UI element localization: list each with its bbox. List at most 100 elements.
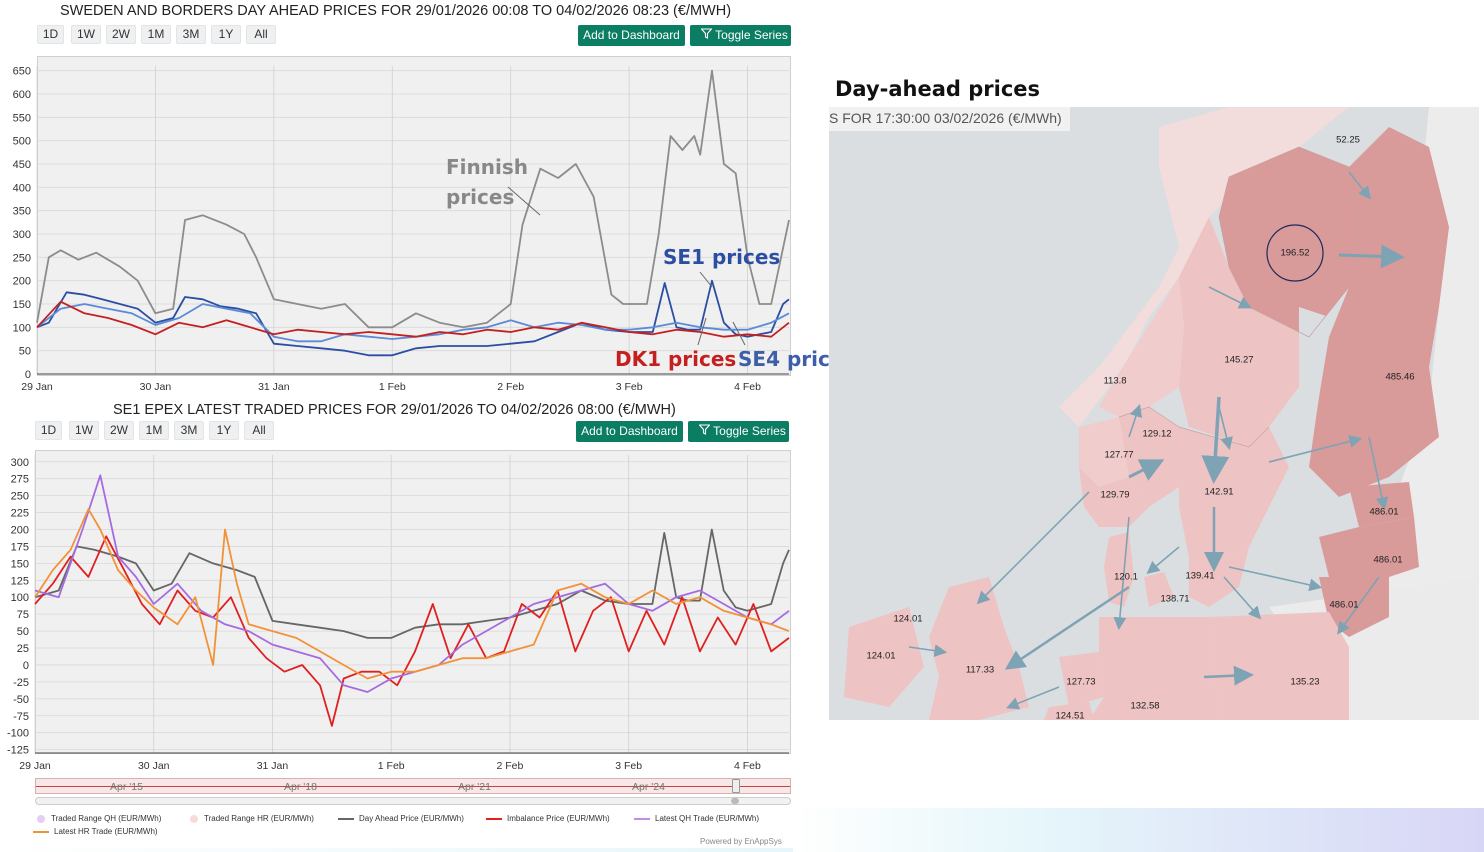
bottom-chart-title: SE1 EPEX LATEST TRADED PRICES FOR 29/01/… xyxy=(113,402,676,418)
zone-price-label: 486.01 xyxy=(1373,554,1403,566)
legend-item-traded-range-hr[interactable]: Traded Range HR (EUR/MWh) xyxy=(190,814,314,823)
navigator-window[interactable] xyxy=(35,778,791,794)
zone-price-label: 117.33 xyxy=(965,664,995,676)
flow-arrow xyxy=(1006,686,1060,710)
zone-se3 xyxy=(1179,427,1289,567)
legend-label: Traded Range QH (EUR/MWh) xyxy=(51,814,162,823)
bottom-range-1d-button[interactable]: 1D xyxy=(35,421,62,440)
flow-arrow xyxy=(1228,566,1323,592)
zone-no2 xyxy=(1079,467,1149,527)
background-gradient xyxy=(793,808,1484,852)
zone-price-label: 135.23 xyxy=(1290,676,1320,688)
flow-arrow xyxy=(1268,435,1363,463)
legend-item-traded-range-qh[interactable]: Traded Range QH (EUR/MWh) xyxy=(37,814,161,823)
navigator-scrollbar[interactable] xyxy=(35,797,791,805)
top-y-tick-label: 650 xyxy=(13,66,31,78)
top-y-tick-label: 150 xyxy=(13,299,31,311)
zone-lv xyxy=(1319,517,1419,577)
navigator-series-line xyxy=(36,786,790,787)
top-add-to-dashboard-button[interactable]: Add to Dashboard xyxy=(578,25,685,46)
finnish-annotation: Finnish prices xyxy=(446,152,528,212)
zone-dk2 xyxy=(1144,572,1174,607)
bottom-range-1y-button[interactable]: 1Y xyxy=(209,421,239,440)
zone-price-label: 145.27 xyxy=(1224,354,1254,366)
zone-price-label: 124.01 xyxy=(893,613,923,625)
zone-no1 xyxy=(1119,407,1179,507)
flow-arrow xyxy=(1337,576,1380,635)
zone-no3 xyxy=(1099,277,1184,417)
bottom-range-1m-button[interactable]: 1M xyxy=(139,421,169,440)
bottom-add-to-dashboard-button[interactable]: Add to Dashboard xyxy=(576,421,683,442)
legend-item-imbalance[interactable]: Imbalance Price (EUR/MWh) xyxy=(486,814,610,823)
top-y-tick-label: 500 xyxy=(13,136,31,148)
top-y-tick-label: 250 xyxy=(13,252,31,264)
top-chart-svg: 0 50 100 150 200 250 300 350 400 450 500 550 600 650 2… xyxy=(13,66,790,393)
bottom-y-tick-label: 75 xyxy=(17,609,29,621)
zone-price-label: 127.77 xyxy=(1104,449,1134,461)
top-range-3m-button[interactable]: 3M xyxy=(176,25,206,44)
navigator-handle[interactable] xyxy=(732,779,740,793)
zone-gb xyxy=(929,577,1029,720)
bottom-y-tick-label: -75 xyxy=(13,711,29,723)
top-toggle-series-button[interactable]: Toggle Series xyxy=(690,25,791,46)
top-x-tick-label: 3 Feb xyxy=(616,381,643,393)
top-y-tick-label: 0 xyxy=(25,369,31,381)
bottom-y-tick-label: -25 xyxy=(13,677,29,689)
bottom-series-latest-hr-trade-eur-mwh xyxy=(34,508,790,680)
zone-price-label: 139.41 xyxy=(1185,570,1215,582)
bottom-plot-area[interactable] xyxy=(35,450,791,754)
top-range-1m-button[interactable]: 1M xyxy=(141,25,171,44)
legend-line-icon xyxy=(634,817,650,820)
powered-by: Powered by EnAppSys xyxy=(700,837,782,846)
top-range-all-button[interactable]: All xyxy=(246,25,276,44)
navigator-label: Apr '15 xyxy=(110,781,143,793)
top-range-1y-button[interactable]: 1Y xyxy=(211,25,241,44)
top-chart-title: SWEDEN AND BORDERS DAY AHEAD PRICES FOR … xyxy=(60,3,732,19)
bottom-y-tick-label: 200 xyxy=(11,525,29,537)
zone-price-label: 142.91 xyxy=(1204,486,1234,498)
bottom-y-tick-label: 100 xyxy=(11,592,29,604)
top-range-1w-button[interactable]: 1W xyxy=(71,25,101,44)
bottom-y-tick-label: 250 xyxy=(11,491,29,503)
legend-label: Latest QH Trade (EUR/MWh) xyxy=(655,814,760,823)
filter-icon xyxy=(698,421,711,442)
dk1-annotation: DK1 prices xyxy=(615,347,737,371)
map-title: Day-ahead prices xyxy=(835,77,1041,101)
bottom-range-1w-button[interactable]: 1W xyxy=(69,421,99,440)
background-gradient-left xyxy=(0,848,793,852)
top-y-tick-label: 450 xyxy=(13,159,31,171)
bottom-x-tick-label: 29 Jan xyxy=(19,760,51,772)
bottom-y-tick-label: 150 xyxy=(11,558,29,570)
bottom-y-tick-label: -50 xyxy=(13,694,29,706)
bottom-range-3m-button[interactable]: 3M xyxy=(174,421,204,440)
zone-se2 xyxy=(1179,217,1309,447)
top-range-1d-button[interactable]: 1D xyxy=(37,25,64,44)
finnish-annotation-line2: prices xyxy=(446,185,515,209)
top-y-tick-label: 50 xyxy=(19,346,31,358)
legend-item-latest-qh[interactable]: Latest QH Trade (EUR/MWh) xyxy=(634,814,759,823)
zone-ie xyxy=(844,607,924,707)
legend-item-day-ahead[interactable]: Day Ahead Price (EUR/MWh) xyxy=(338,814,464,823)
navigator-label: Apr '18 xyxy=(284,781,317,793)
top-range-2w-button[interactable]: 2W xyxy=(106,25,136,44)
bottom-range-2w-button[interactable]: 2W xyxy=(104,421,134,440)
bottom-y-tick-label: 0 xyxy=(23,660,29,672)
finnish-annotation-line1: Finnish xyxy=(446,155,528,179)
top-series-finnish-prices xyxy=(36,69,790,329)
flow-arrow xyxy=(1201,396,1230,484)
zone-se1 xyxy=(1219,147,1359,337)
scrollbar-thumb[interactable] xyxy=(731,798,739,804)
bottom-range-all-button[interactable]: All xyxy=(244,421,274,440)
legend-item-latest-hr[interactable]: Latest HR Trade (EUR/MWh) xyxy=(33,827,158,836)
baltic-sea xyxy=(1269,307,1329,457)
zone-price-label: 52.25 xyxy=(1336,134,1360,146)
price-map[interactable]: S FOR 17:30:00 03/02/2026 (€/MWh) 52.25 … xyxy=(829,107,1479,720)
top-series-dk1-prices xyxy=(36,300,790,338)
legend-line-icon xyxy=(338,817,354,820)
bottom-toggle-series-button[interactable]: Toggle Series xyxy=(688,421,789,442)
flow-arrow xyxy=(1223,576,1262,620)
zone-price-label: 120.1 xyxy=(1114,571,1138,583)
bottom-y-tick-label: 275 xyxy=(11,474,29,486)
flow-arrow xyxy=(1348,171,1371,200)
zone-price-label: 138.71 xyxy=(1160,593,1190,605)
